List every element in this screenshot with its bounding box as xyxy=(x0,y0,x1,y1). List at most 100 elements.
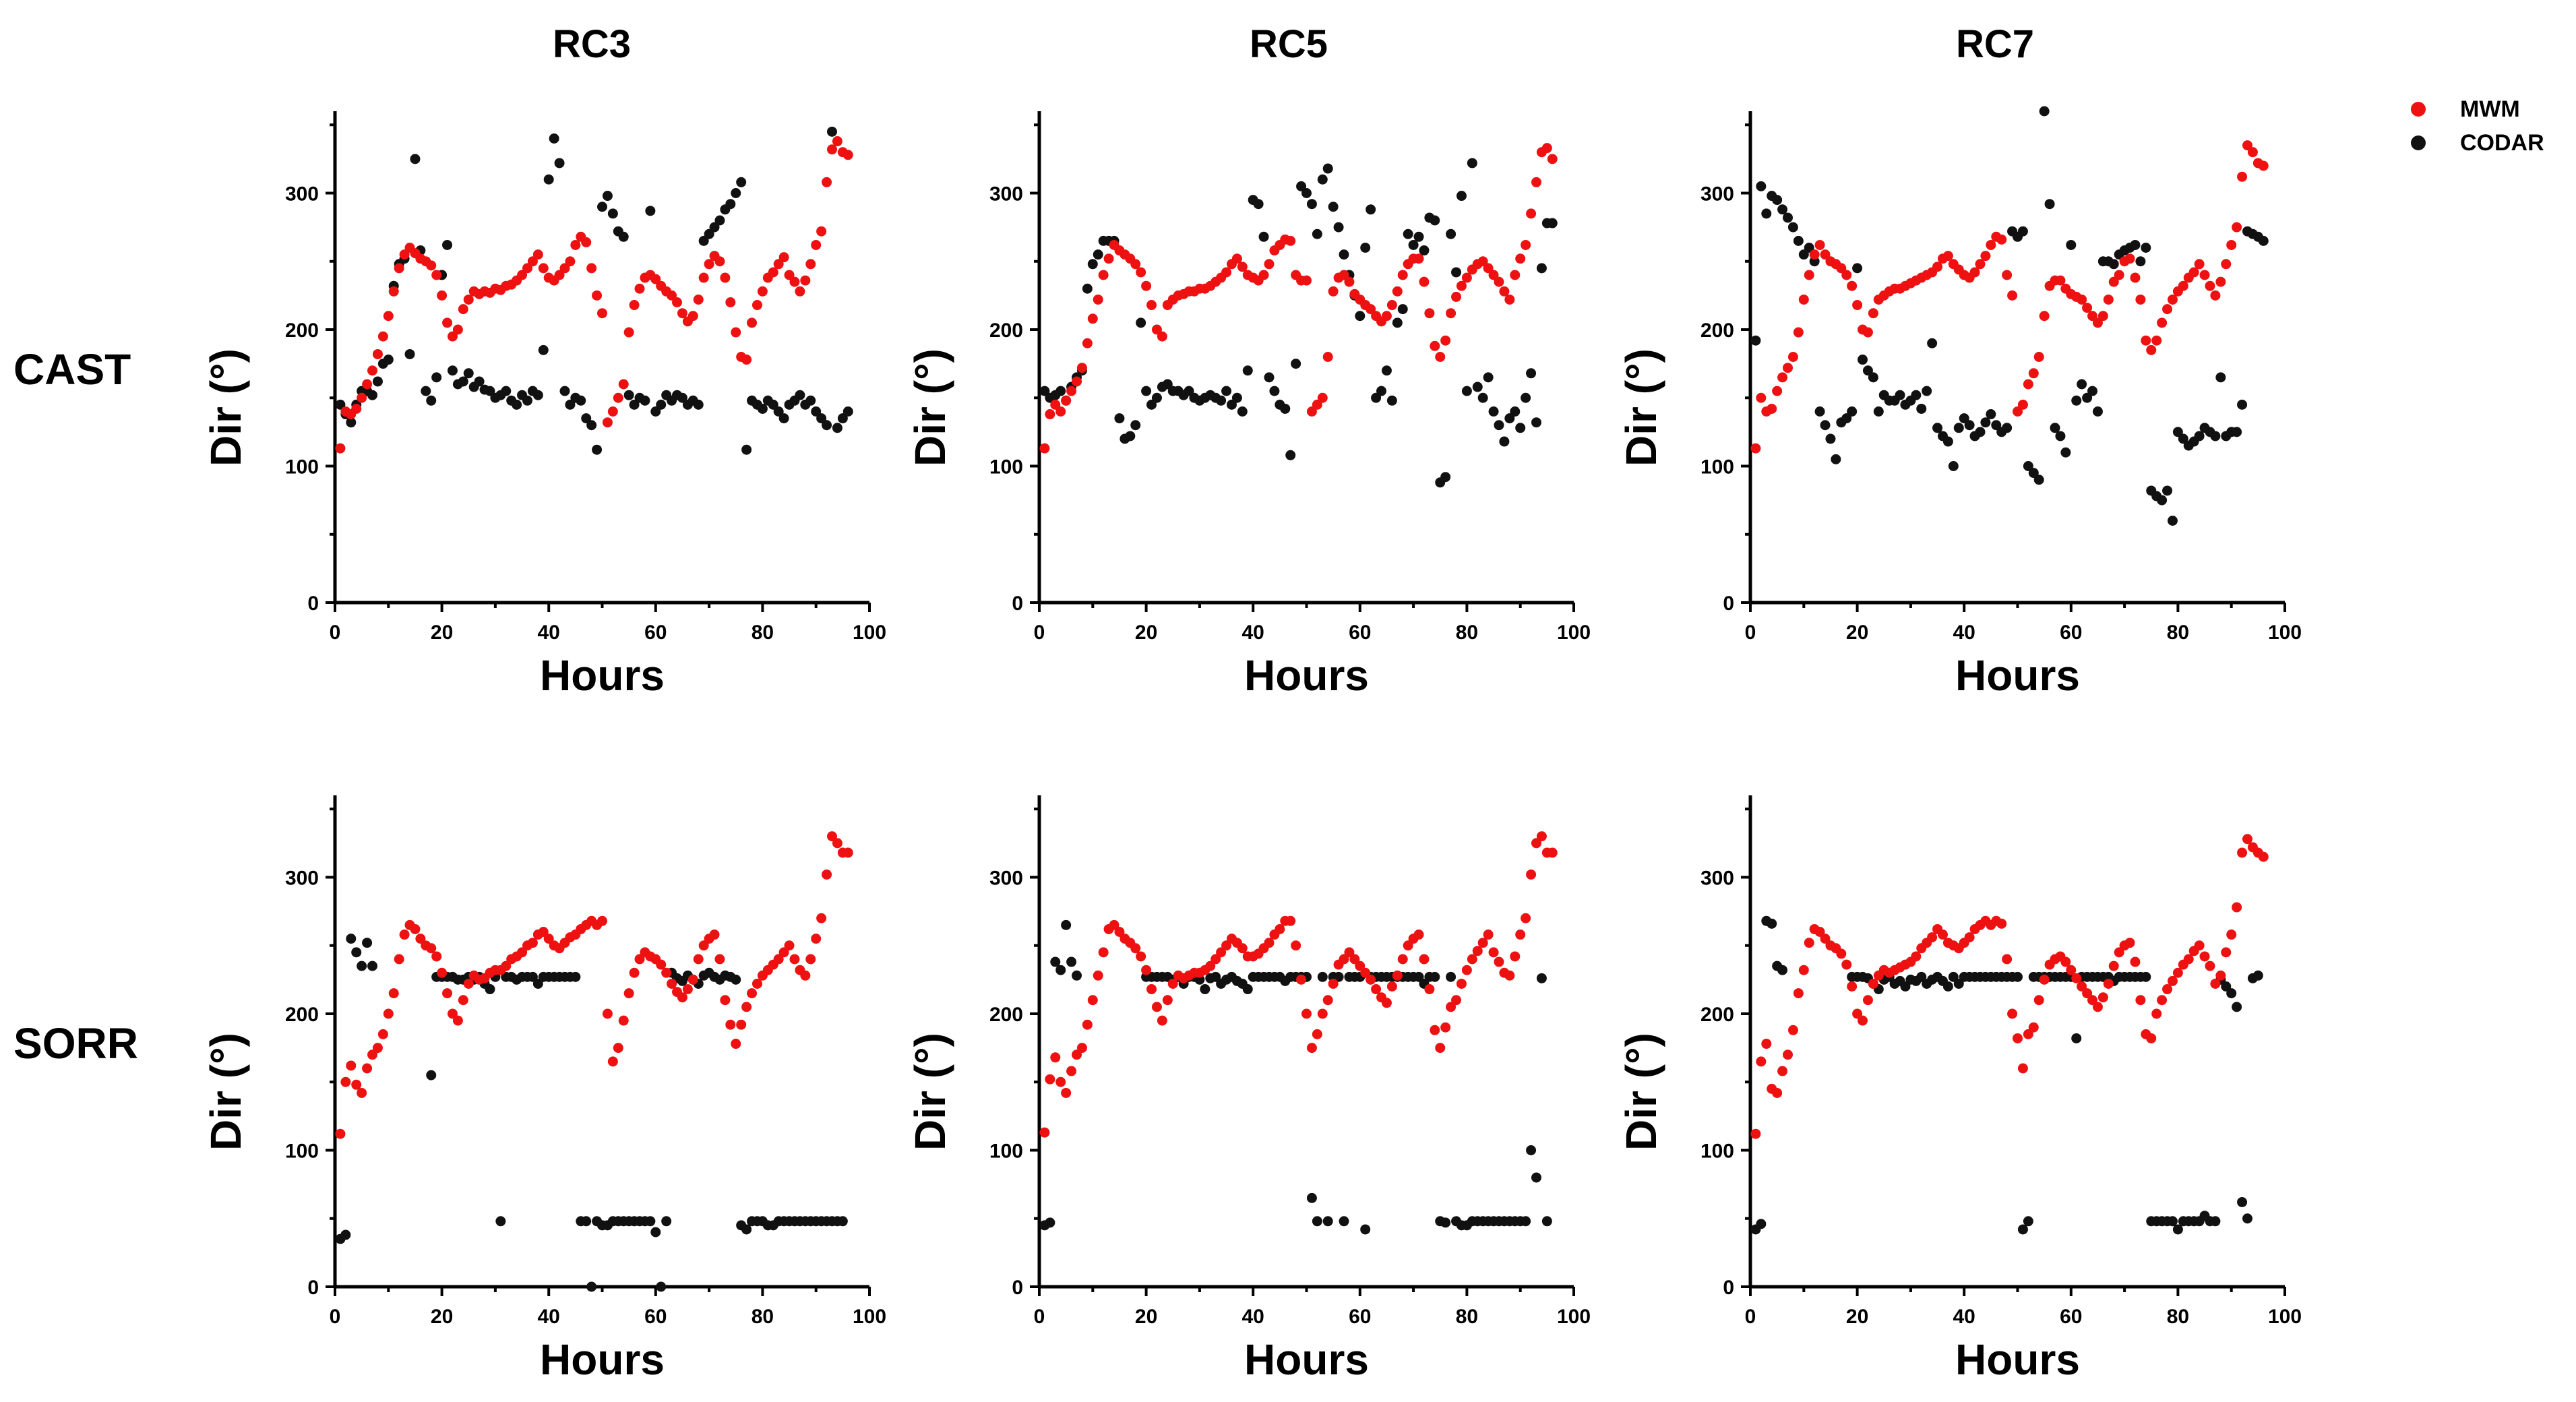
data-point-mwm xyxy=(351,1079,362,1090)
data-point-mwm xyxy=(1862,995,1873,1006)
series-codar xyxy=(1039,158,1558,488)
data-point-mwm xyxy=(1141,965,1152,975)
data-point-mwm xyxy=(431,951,442,962)
data-point-codar xyxy=(1296,181,1307,191)
data-point-mwm xyxy=(1547,154,1558,164)
data-point-mwm xyxy=(607,406,618,417)
data-point-mwm xyxy=(667,290,677,301)
data-point-codar xyxy=(1547,218,1558,228)
data-point-codar xyxy=(1430,971,1440,982)
data-point-mwm xyxy=(795,286,805,297)
x-tick-label: 100 xyxy=(2268,1306,2302,1328)
x-tick-label: 60 xyxy=(2060,621,2082,644)
data-point-mwm xyxy=(357,1087,367,1098)
data-point-mwm xyxy=(634,283,645,294)
data-point-mwm xyxy=(1531,838,1541,849)
row-label-sorr: SORR xyxy=(13,1019,138,1068)
data-point-mwm xyxy=(581,237,592,247)
data-point-codar xyxy=(2039,106,2050,117)
data-point-codar xyxy=(1045,1217,1055,1228)
data-point-codar xyxy=(597,202,607,212)
data-point-codar xyxy=(1253,199,1264,210)
legend-label-codar: CODAR xyxy=(2460,130,2544,156)
data-point-mwm xyxy=(1456,280,1467,291)
data-point-mwm xyxy=(2103,294,2114,305)
data-point-codar xyxy=(1280,403,1291,414)
data-point-mwm xyxy=(367,365,378,376)
data-point-mwm xyxy=(1446,1002,1456,1012)
data-point-mwm xyxy=(677,992,687,1003)
data-point-mwm xyxy=(2028,1022,2039,1033)
data-point-codar xyxy=(661,1216,672,1227)
data-point-codar xyxy=(1467,158,1477,169)
data-point-codar xyxy=(1066,956,1077,967)
data-point-mwm xyxy=(1510,270,1521,280)
data-point-codar xyxy=(607,208,618,219)
data-point-codar xyxy=(2157,495,2168,506)
data-point-mwm xyxy=(1488,270,1499,280)
data-point-mwm xyxy=(1151,324,1162,335)
data-point-mwm xyxy=(2060,956,2071,967)
data-point-codar xyxy=(581,413,592,424)
data-point-mwm xyxy=(2178,280,2188,291)
data-point-codar xyxy=(1948,971,1959,982)
data-point-codar xyxy=(1339,249,1349,260)
data-point-codar xyxy=(1151,392,1162,403)
data-point-mwm xyxy=(2077,294,2087,305)
data-point-mwm xyxy=(832,136,842,147)
data-point-codar xyxy=(1397,304,1408,315)
data-point-codar xyxy=(822,420,832,431)
data-point-codar xyxy=(1488,406,1499,417)
data-point-codar xyxy=(1055,386,1066,396)
data-point-mwm xyxy=(399,929,410,940)
data-point-codar xyxy=(805,395,816,406)
x-axis-title: Hours xyxy=(1244,651,1369,700)
data-point-mwm xyxy=(399,249,410,260)
data-point-mwm xyxy=(2097,992,2108,1003)
data-point-mwm xyxy=(1386,300,1397,311)
data-point-codar xyxy=(1510,406,1521,417)
data-point-mwm xyxy=(2232,902,2242,913)
data-point-codar xyxy=(1333,971,1344,982)
data-point-codar xyxy=(576,395,586,406)
data-point-mwm xyxy=(1082,1019,1093,1030)
data-point-codar xyxy=(1386,395,1397,406)
data-point-codar xyxy=(2055,431,2066,441)
data-point-mwm xyxy=(597,915,607,926)
data-point-codar xyxy=(1055,965,1066,975)
data-point-mwm xyxy=(1264,938,1275,948)
data-point-mwm xyxy=(2017,1063,2028,1074)
data-point-mwm xyxy=(2162,304,2173,315)
x-tick-label: 20 xyxy=(1135,621,1157,644)
y-tick-label: 0 xyxy=(1012,592,1023,615)
data-point-mwm xyxy=(1852,300,1863,311)
data-point-mwm xyxy=(1301,275,1312,286)
y-tick-label: 200 xyxy=(285,319,319,342)
data-point-mwm xyxy=(1772,1087,1783,1098)
data-point-mwm xyxy=(634,954,645,965)
y-tick-label: 100 xyxy=(285,1140,319,1163)
data-point-codar xyxy=(1494,420,1504,431)
data-point-mwm xyxy=(714,256,725,267)
data-point-codar xyxy=(1210,971,1221,982)
data-point-codar xyxy=(410,154,421,164)
data-point-mwm xyxy=(2221,259,2232,270)
data-point-mwm xyxy=(2188,267,2199,278)
data-point-mwm xyxy=(357,392,367,403)
y-axis-title: Dir (°) xyxy=(906,348,954,466)
x-tick-label: 80 xyxy=(1456,1306,1478,1328)
data-point-mwm xyxy=(1772,386,1783,396)
series-codar xyxy=(1750,106,2269,526)
data-point-mwm xyxy=(1344,276,1355,287)
data-point-mwm xyxy=(623,327,634,338)
data-point-mwm xyxy=(1061,1087,1072,1098)
x-tick-label: 80 xyxy=(2167,621,2189,644)
data-point-codar xyxy=(1301,188,1312,198)
data-point-codar xyxy=(1980,417,1991,428)
data-point-codar xyxy=(1783,212,1793,223)
data-point-codar xyxy=(2028,468,2039,479)
data-point-codar xyxy=(1392,317,1403,328)
data-point-mwm xyxy=(1787,1025,1798,1035)
data-point-mwm xyxy=(2087,311,2098,322)
series-mwm xyxy=(1750,834,2269,1139)
